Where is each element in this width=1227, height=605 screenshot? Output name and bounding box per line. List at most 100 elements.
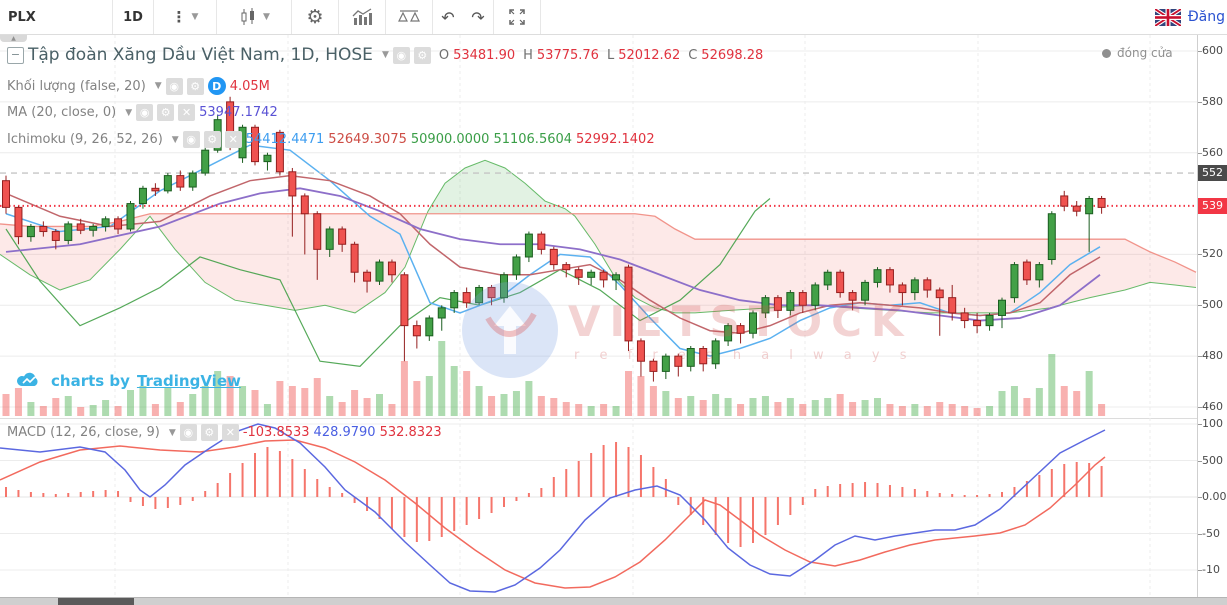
macd-label: MACD (12, 26, close, 9) — [7, 425, 160, 440]
chevron-down-icon[interactable]: ▼ — [125, 107, 133, 118]
axis-tick — [1198, 254, 1202, 256]
axis-tick — [1198, 533, 1202, 535]
tradingview-link[interactable]: TradingView — [136, 372, 241, 390]
data-window-badge[interactable]: D — [207, 77, 226, 95]
settings-button[interactable]: ⚙ — [292, 0, 339, 34]
open-label: O — [438, 47, 450, 63]
chevron-down-icon[interactable]: ▼ — [154, 81, 162, 91]
chart-style-button[interactable]: ▼ — [217, 0, 292, 34]
login-label: Đăng — [1187, 9, 1225, 25]
macd-axis-label: 100 — [1202, 417, 1223, 430]
ma-label: MA (20, close, 0) — [7, 105, 117, 120]
chevron-down-icon: ▼ — [191, 12, 199, 22]
ma-legend-row: MA (20, close, 0) ▼ ◉ ⚙ ✕ 53947.1742 — [7, 104, 278, 121]
axis-tick — [1198, 152, 1202, 154]
volume-legend-row: Khối lượng (false, 20) ▼ ◉ ⚙ D 4.05M — [7, 77, 270, 95]
interval-button[interactable]: 1D — [113, 0, 154, 34]
pane-separator[interactable] — [0, 418, 1197, 419]
close-value: 52698.28 — [701, 47, 764, 63]
redo-icon: ↷ — [471, 7, 485, 27]
axis-tick — [1198, 424, 1202, 425]
uk-flag-icon — [1154, 8, 1181, 26]
senkou-b-value: 51106.5604 — [493, 132, 573, 147]
collapse-icon[interactable]: − — [7, 46, 24, 64]
macd-pane[interactable] — [0, 418, 1197, 597]
dot-icon — [1102, 48, 1111, 58]
low-value: 52012.62 — [618, 47, 681, 63]
eye-icon[interactable]: ◉ — [392, 46, 410, 64]
symbol-label: PLX — [8, 9, 36, 25]
fullscreen-icon — [509, 9, 525, 25]
fullscreen-button[interactable] — [494, 0, 541, 34]
gear-icon[interactable]: ⚙ — [200, 424, 218, 441]
price-axis-label: 560 — [1202, 145, 1223, 159]
macd-line-value: 428.9790 — [313, 425, 376, 440]
volume-value: 4.05M — [229, 78, 270, 94]
high-value: 53775.76 — [536, 47, 599, 63]
scrollbar-thumb[interactable] — [58, 598, 134, 605]
price-axis[interactable]: 600 580 560 520 500 480 460 100 500 0.00 -50 -10 552… — [1197, 35, 1227, 597]
senkou-a-value: 50900.0000 — [410, 132, 490, 147]
symbol-search-button[interactable]: PLX — [0, 0, 113, 34]
axis-tick — [1198, 305, 1202, 307]
price-axis-label: 580 — [1202, 94, 1223, 108]
tenkan-value: 54412.4471 — [245, 132, 325, 147]
dots-menu-button[interactable]: ⋮ ▼ — [154, 0, 217, 34]
macd-hist-value: -103.8533 — [242, 425, 310, 440]
eye-icon[interactable]: ◉ — [165, 77, 183, 95]
price-axis-label: 500 — [1202, 298, 1223, 312]
redo-button[interactable]: ↷ — [463, 0, 494, 34]
chevron-down-icon[interactable]: ▼ — [381, 50, 389, 60]
horizontal-scrollbar[interactable] — [0, 597, 1227, 605]
axis-tick — [1198, 407, 1202, 408]
chikou-value: 52992.1402 — [576, 132, 655, 147]
main-price-pane[interactable] — [0, 35, 1197, 418]
interval-label: 1D — [123, 9, 143, 25]
axis-tick — [1198, 51, 1202, 52]
undo-button[interactable]: ↶ — [433, 0, 463, 34]
close-marker-label: đóng cửa — [1117, 46, 1173, 60]
countdown-price-badge: 552 — [1198, 165, 1227, 182]
last-price-badge: 539 — [1198, 197, 1227, 214]
tradingview-attribution: charts by TradingView — [16, 372, 241, 390]
dots-menu-icon: ⋮ — [171, 8, 187, 26]
gear-icon[interactable]: ⚙ — [203, 131, 221, 148]
eye-icon[interactable]: ◉ — [179, 424, 197, 441]
eye-icon[interactable]: ◉ — [182, 131, 200, 148]
axis-tick — [1198, 497, 1202, 498]
gear-icon: ⚙ — [306, 6, 324, 28]
gear-icon[interactable]: ⚙ — [413, 46, 431, 64]
gear-icon[interactable]: ⚙ — [157, 104, 175, 121]
chevron-down-icon[interactable]: ▼ — [168, 427, 176, 438]
drawing-toolbar-handle[interactable]: ▲ — [0, 35, 27, 42]
macd-signal-value: 532.8323 — [379, 425, 442, 440]
macd-legend-row: MACD (12, 26, close, 9) ▼ ◉ ⚙ ✕ -103.853… — [7, 424, 442, 441]
axis-tick — [1198, 570, 1202, 571]
price-axis-label: 600 — [1202, 44, 1223, 57]
low-label: L — [606, 47, 615, 63]
price-axis-label: 480 — [1202, 349, 1223, 363]
eye-icon[interactable]: ◉ — [136, 104, 154, 121]
tradingview-logo-icon — [17, 372, 38, 386]
indicators-icon — [352, 8, 372, 25]
top-toolbar: PLX 1D ⋮ ▼ ▼ ⚙ — [0, 0, 1227, 35]
login-area[interactable]: Đăng — [1154, 0, 1227, 34]
ichimoku-label: Ichimoku (9, 26, 52, 26) — [7, 132, 163, 147]
close-icon[interactable]: ✕ — [178, 104, 196, 121]
price-axis-label: 460 — [1202, 400, 1223, 413]
axis-tick — [1198, 460, 1202, 462]
compare-button[interactable] — [386, 0, 433, 34]
symbol-title: Tập đoàn Xăng Dầu Việt Nam, 1D, HOSE — [28, 45, 373, 65]
chevron-down-icon: ▼ — [263, 12, 270, 22]
high-label: H — [523, 47, 533, 63]
close-price-marker: đóng cửa — [1102, 46, 1173, 60]
close-icon[interactable]: ✕ — [224, 131, 242, 148]
indicators-button[interactable] — [339, 0, 386, 34]
gear-icon[interactable]: ⚙ — [186, 77, 204, 95]
chevron-down-icon[interactable]: ▼ — [171, 134, 179, 145]
macd-axis-label: -10 — [1202, 563, 1220, 576]
close-icon[interactable]: ✕ — [221, 424, 239, 441]
symbol-legend-row: − Tập đoàn Xăng Dầu Việt Nam, 1D, HOSE ▼… — [7, 45, 763, 65]
ichimoku-legend-row: Ichimoku (9, 26, 52, 26) ▼ ◉ ⚙ ✕ 54412.4… — [7, 131, 655, 148]
